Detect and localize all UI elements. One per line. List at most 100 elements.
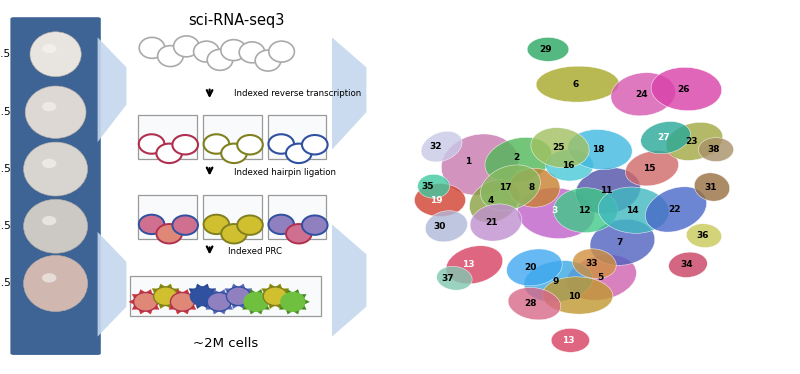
Ellipse shape xyxy=(414,184,466,217)
Text: 20: 20 xyxy=(524,263,537,272)
Text: 13: 13 xyxy=(562,336,574,345)
Ellipse shape xyxy=(418,174,450,198)
Text: 32: 32 xyxy=(429,142,442,151)
Polygon shape xyxy=(98,37,126,142)
Ellipse shape xyxy=(269,41,294,62)
Ellipse shape xyxy=(203,215,230,234)
Ellipse shape xyxy=(158,46,183,67)
Ellipse shape xyxy=(281,292,305,311)
Ellipse shape xyxy=(156,224,182,243)
Text: 14: 14 xyxy=(626,206,638,215)
Ellipse shape xyxy=(546,150,594,181)
Ellipse shape xyxy=(139,37,165,58)
Ellipse shape xyxy=(554,188,618,233)
Ellipse shape xyxy=(138,134,165,154)
Text: Indexed PRC: Indexed PRC xyxy=(228,247,282,256)
Text: 8: 8 xyxy=(529,183,535,192)
Ellipse shape xyxy=(30,32,82,77)
Ellipse shape xyxy=(669,252,707,278)
Text: 5: 5 xyxy=(597,273,603,282)
Text: 36: 36 xyxy=(696,231,709,240)
Polygon shape xyxy=(332,37,366,150)
Text: 18: 18 xyxy=(592,145,605,154)
Ellipse shape xyxy=(42,159,56,168)
Ellipse shape xyxy=(698,138,734,162)
Text: 3: 3 xyxy=(551,206,558,215)
Text: 23: 23 xyxy=(686,137,698,146)
Bar xyxy=(138,115,197,159)
Ellipse shape xyxy=(268,215,294,234)
Ellipse shape xyxy=(651,67,722,111)
Text: 35: 35 xyxy=(422,182,434,191)
Ellipse shape xyxy=(138,215,165,234)
Text: 22: 22 xyxy=(668,205,681,214)
Ellipse shape xyxy=(237,135,262,154)
Polygon shape xyxy=(222,284,255,309)
Ellipse shape xyxy=(239,42,265,63)
Ellipse shape xyxy=(237,215,262,235)
Polygon shape xyxy=(202,289,236,314)
Ellipse shape xyxy=(226,287,250,306)
Ellipse shape xyxy=(42,102,56,111)
Bar xyxy=(138,195,197,239)
Ellipse shape xyxy=(42,273,56,283)
Polygon shape xyxy=(258,284,292,309)
Bar xyxy=(268,195,326,239)
Ellipse shape xyxy=(302,215,328,235)
Text: 12: 12 xyxy=(578,206,590,215)
Ellipse shape xyxy=(174,36,199,57)
Ellipse shape xyxy=(536,66,619,102)
Text: 13: 13 xyxy=(462,260,474,269)
Ellipse shape xyxy=(24,255,88,312)
Ellipse shape xyxy=(524,261,593,302)
Text: 9: 9 xyxy=(553,277,559,286)
Ellipse shape xyxy=(566,255,637,300)
Ellipse shape xyxy=(221,40,246,61)
Ellipse shape xyxy=(134,292,158,311)
Text: 2: 2 xyxy=(513,153,519,162)
Text: 1: 1 xyxy=(465,157,471,166)
Text: 11: 11 xyxy=(600,186,613,195)
Polygon shape xyxy=(129,289,162,314)
Ellipse shape xyxy=(190,287,214,306)
Text: E10.5: E10.5 xyxy=(0,107,10,117)
Ellipse shape xyxy=(551,328,590,352)
Ellipse shape xyxy=(568,129,632,170)
Ellipse shape xyxy=(518,188,594,239)
Ellipse shape xyxy=(575,168,641,214)
Ellipse shape xyxy=(24,142,88,196)
Polygon shape xyxy=(332,224,366,337)
Text: 26: 26 xyxy=(678,85,690,94)
Polygon shape xyxy=(98,232,126,337)
Text: E11.5: E11.5 xyxy=(0,164,10,174)
Polygon shape xyxy=(166,289,199,314)
Ellipse shape xyxy=(286,224,312,243)
Text: E12.5: E12.5 xyxy=(0,221,10,231)
Text: 37: 37 xyxy=(442,274,454,283)
Polygon shape xyxy=(186,284,219,309)
Ellipse shape xyxy=(481,165,540,211)
Ellipse shape xyxy=(154,287,178,306)
Ellipse shape xyxy=(156,144,182,163)
Text: 10: 10 xyxy=(568,292,581,301)
Ellipse shape xyxy=(421,131,462,162)
Ellipse shape xyxy=(573,249,616,279)
Ellipse shape xyxy=(611,73,675,116)
Ellipse shape xyxy=(221,224,246,243)
Ellipse shape xyxy=(531,128,589,168)
Polygon shape xyxy=(276,289,310,314)
Text: 31: 31 xyxy=(704,183,717,191)
Ellipse shape xyxy=(194,41,219,62)
Ellipse shape xyxy=(24,199,88,253)
Ellipse shape xyxy=(42,216,56,226)
Ellipse shape xyxy=(527,37,569,61)
Bar xyxy=(268,115,326,159)
Text: 21: 21 xyxy=(486,218,498,227)
Polygon shape xyxy=(149,284,182,309)
Text: 19: 19 xyxy=(430,196,442,205)
Text: 33: 33 xyxy=(586,259,598,268)
Ellipse shape xyxy=(506,249,562,286)
Ellipse shape xyxy=(686,224,722,248)
Text: ~2M cells: ~2M cells xyxy=(193,337,258,350)
Text: 17: 17 xyxy=(499,183,512,192)
